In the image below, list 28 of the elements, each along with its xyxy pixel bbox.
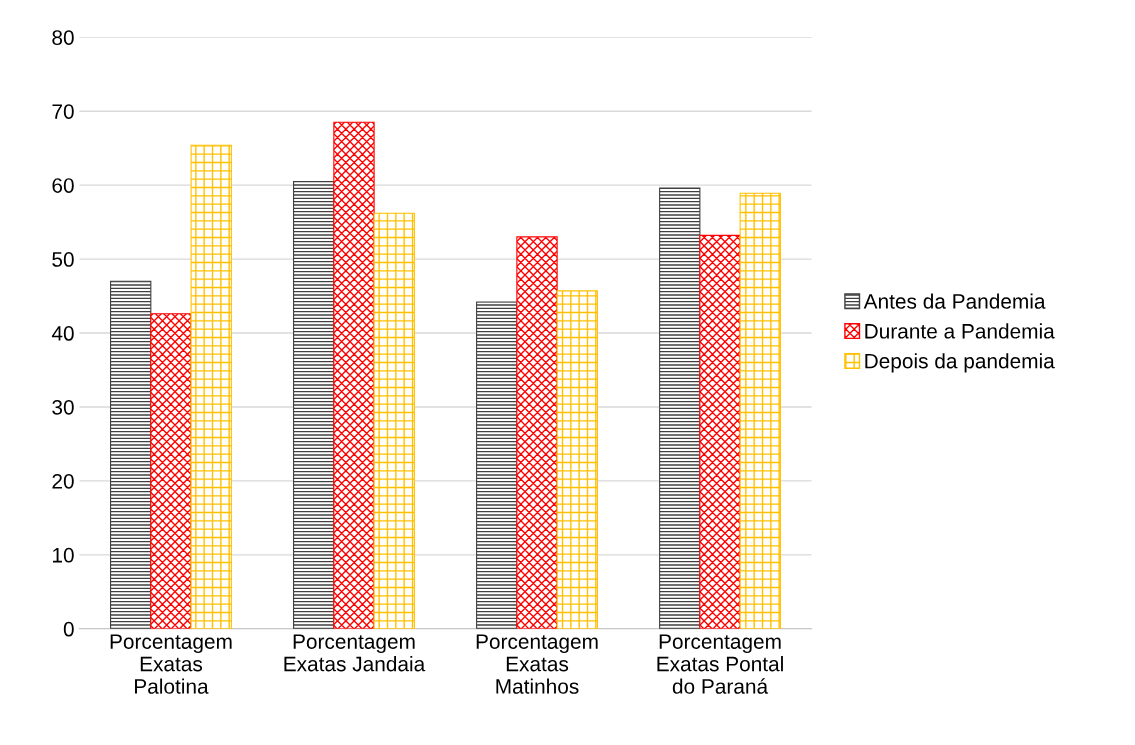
bar	[150, 313, 192, 629]
x-tick-label: Porcentagem Exatas Matinhos	[476, 634, 598, 694]
bar	[739, 192, 781, 629]
y-tick-label: 50	[52, 252, 74, 267]
x-tick-label: Porcentagem Exatas Jandaia	[284, 634, 426, 672]
y-tick-label: 40	[51, 326, 74, 341]
bar	[699, 234, 741, 629]
bar	[110, 280, 152, 629]
y-tick-label: 10	[53, 547, 74, 563]
bar	[333, 121, 375, 629]
legend-label: Durante a Pandemia	[865, 323, 1055, 339]
bar	[190, 144, 232, 629]
bar	[556, 290, 598, 629]
legend-label: Antes da Pandemia	[863, 293, 1046, 309]
y-tick-label: 20	[52, 473, 74, 489]
bar	[293, 180, 335, 629]
y-tick-label: 0	[63, 621, 74, 637]
bar	[516, 236, 558, 629]
legend-label: Depois da pandemia	[865, 353, 1055, 373]
y-tick-label: 60	[52, 178, 74, 193]
y-tick-label: 30	[52, 399, 74, 415]
bar	[659, 187, 701, 629]
y-tick-label: 80	[52, 30, 74, 45]
bar	[476, 301, 518, 629]
x-tick-label: Porcentagem Exatas Palotina	[110, 634, 232, 694]
x-tick-label: Porcentagem Exatas Pontal do Paraná	[657, 634, 783, 694]
y-tick-label: 70	[52, 104, 74, 119]
bar	[373, 212, 415, 629]
